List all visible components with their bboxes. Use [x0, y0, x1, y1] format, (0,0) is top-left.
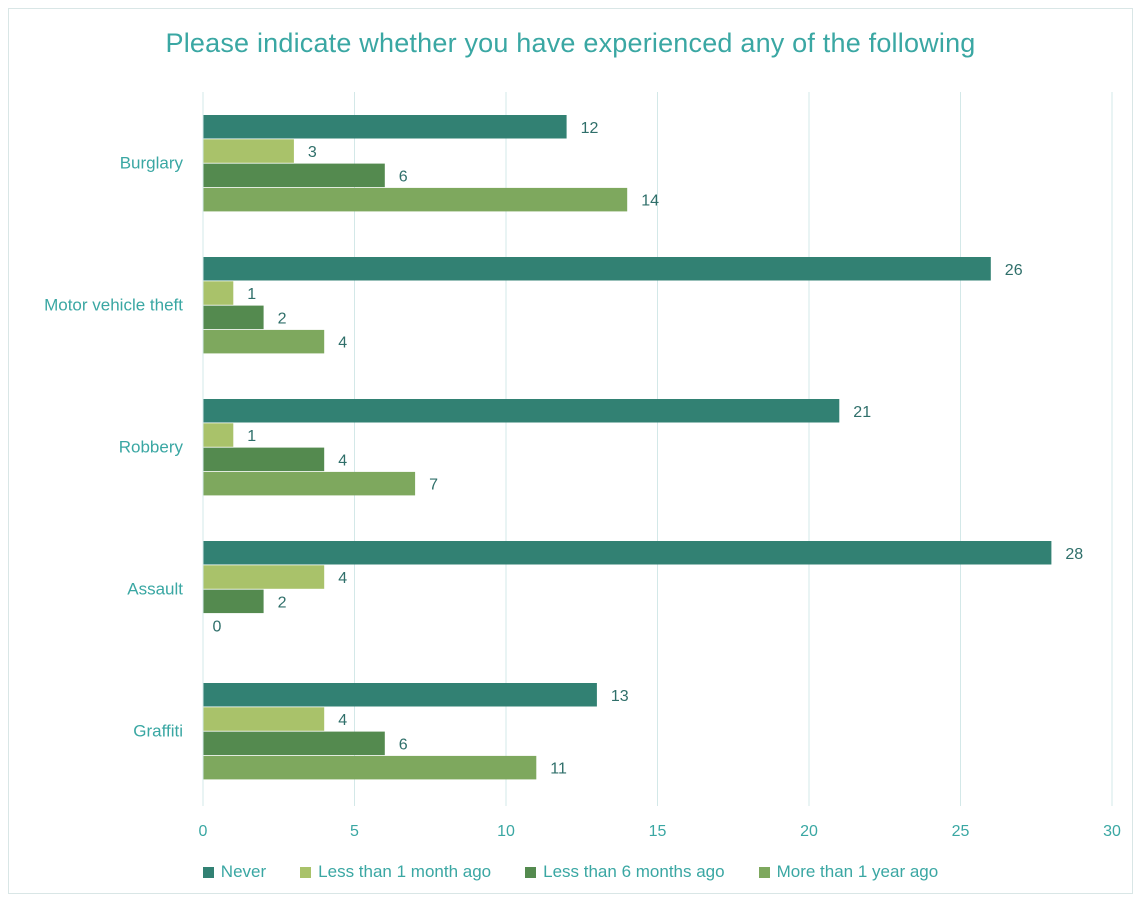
bar — [203, 565, 325, 589]
data-label: 1 — [247, 428, 256, 445]
data-label: 4 — [338, 570, 347, 587]
bar — [203, 731, 385, 756]
data-label: 7 — [429, 477, 438, 494]
bar — [203, 187, 628, 212]
data-label: 4 — [338, 335, 347, 352]
legend-label: More than 1 year ago — [776, 862, 939, 881]
chart-frame — [8, 8, 1133, 894]
data-label: 11 — [550, 761, 567, 778]
bar — [203, 589, 264, 614]
category-label: Burglary — [120, 154, 184, 173]
data-label: 26 — [1005, 262, 1023, 279]
data-label: 1 — [247, 286, 256, 303]
bar — [203, 447, 325, 472]
data-label: 4 — [338, 712, 347, 729]
x-tick-label: 0 — [199, 823, 208, 840]
legend-item: More than 1 year ago — [758, 862, 939, 882]
bar — [203, 115, 567, 139]
legend-label: Less than 6 months ago — [543, 862, 725, 881]
bar — [203, 305, 264, 330]
bar — [203, 707, 325, 731]
data-label: 6 — [399, 736, 408, 753]
x-tick-label: 10 — [497, 823, 515, 840]
x-tick-label: 30 — [1103, 823, 1121, 840]
legend-swatch — [525, 866, 537, 878]
bar — [203, 541, 1052, 565]
bar — [203, 399, 840, 423]
bar — [203, 329, 325, 354]
bar — [203, 471, 416, 496]
bar — [203, 257, 991, 281]
category-label: Graffiti — [133, 722, 183, 741]
chart-title: Please indicate whether you have experie… — [165, 28, 976, 58]
category-label: Robbery — [119, 438, 184, 457]
x-tick-label: 15 — [649, 823, 667, 840]
legend-swatch — [202, 866, 214, 878]
data-label: 14 — [641, 193, 659, 210]
legend-swatch — [300, 866, 312, 878]
bar — [203, 281, 234, 305]
bar — [203, 163, 385, 188]
bar — [203, 683, 597, 707]
data-label: 2 — [278, 594, 287, 611]
legend-item: Less than 6 months ago — [525, 862, 725, 882]
legend-label: Never — [220, 862, 267, 881]
legend-swatch — [758, 866, 770, 878]
data-label: 2 — [278, 310, 287, 327]
legend-item: Less than 1 month ago — [300, 862, 491, 882]
bar — [203, 139, 294, 163]
legend-label: Less than 1 month ago — [318, 862, 492, 881]
data-label: 28 — [1065, 546, 1083, 563]
x-tick-label: 25 — [952, 823, 970, 840]
data-label: 6 — [399, 168, 408, 185]
data-label: 12 — [581, 120, 599, 137]
data-label: 4 — [338, 452, 347, 469]
x-tick-label: 20 — [800, 823, 818, 840]
data-label: 21 — [853, 404, 871, 421]
legend-item: Never — [202, 862, 267, 882]
data-label: 13 — [611, 688, 629, 705]
legend: Never Less than 1 month ago Less than 6 mo… — [0, 862, 1141, 882]
category-label: Motor vehicle theft — [44, 296, 183, 315]
data-label: 0 — [213, 619, 222, 636]
x-tick-label: 5 — [350, 823, 359, 840]
category-label: Assault — [127, 580, 183, 599]
bar — [203, 755, 537, 780]
bar — [203, 423, 234, 447]
data-label: 3 — [308, 144, 317, 161]
